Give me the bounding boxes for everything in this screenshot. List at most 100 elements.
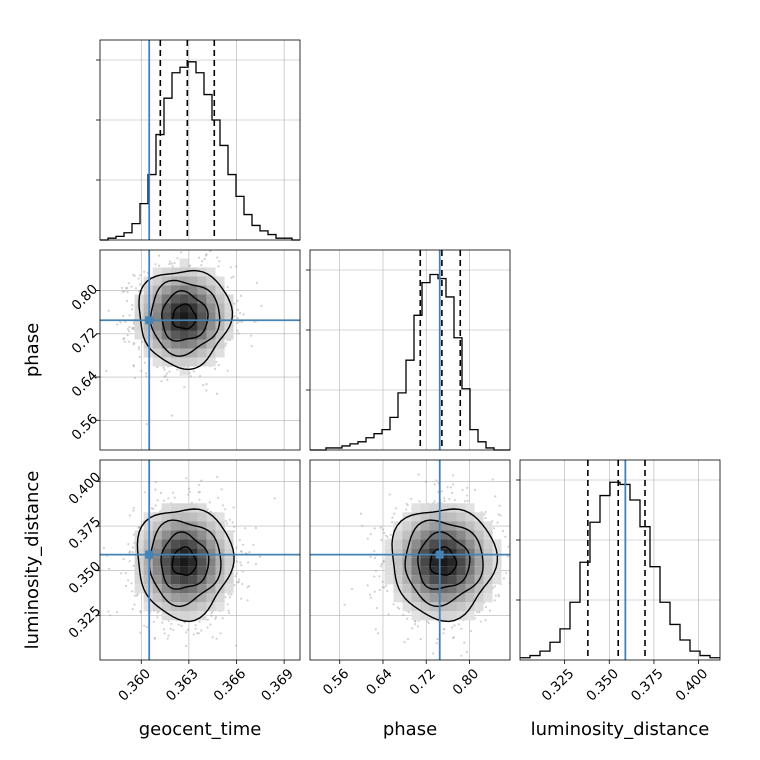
sample-point	[236, 299, 239, 302]
sample-point	[162, 628, 165, 631]
sample-point	[130, 582, 133, 585]
density-cell	[384, 557, 394, 567]
density-cell	[483, 566, 493, 576]
density-cell	[420, 584, 430, 594]
sample-point	[133, 342, 136, 345]
density-cell	[170, 348, 180, 358]
sample-point	[250, 334, 253, 337]
density-cell	[438, 611, 448, 621]
density-cell	[179, 557, 189, 567]
sample-point	[194, 627, 197, 630]
sample-point	[380, 563, 383, 566]
density-cell	[161, 294, 171, 304]
density-cell	[197, 512, 207, 522]
sample-point	[452, 474, 455, 477]
density-cell	[161, 557, 171, 567]
density-cell	[215, 539, 225, 549]
density-cell	[456, 512, 466, 522]
density-cell	[215, 303, 225, 313]
sample-point	[240, 550, 243, 553]
sample-point	[126, 328, 129, 331]
sample-point	[145, 625, 148, 629]
x-tick-label: 0.72	[406, 666, 439, 699]
density-cell	[179, 575, 189, 585]
sample-point	[139, 610, 143, 613]
density-cell	[197, 294, 207, 304]
density-cell	[179, 539, 189, 549]
sample-point	[443, 500, 446, 503]
sample-point	[258, 555, 261, 558]
sample-point	[466, 499, 469, 502]
density-cell	[420, 566, 430, 576]
density-cell	[402, 566, 412, 576]
sample-point	[188, 372, 191, 375]
sample-point	[217, 363, 220, 367]
density-cell	[188, 285, 198, 295]
sample-point	[226, 369, 229, 372]
density-cell	[206, 321, 216, 331]
density-cell	[420, 512, 430, 522]
density-cell	[206, 548, 216, 558]
density-cell	[215, 321, 225, 331]
density-cell	[152, 312, 162, 322]
density-cell	[420, 602, 430, 612]
sample-point	[234, 575, 237, 578]
density-cell	[474, 512, 484, 522]
density-cell	[420, 503, 430, 513]
density-cell	[170, 267, 180, 277]
density-cell	[206, 285, 216, 295]
density-cell	[152, 330, 162, 340]
sample-point	[172, 628, 175, 632]
contour-level-0	[172, 303, 197, 330]
density-cell	[143, 294, 153, 304]
sample-point	[131, 551, 134, 554]
density-cell	[152, 512, 162, 522]
density-cell	[393, 557, 403, 567]
sample-point	[122, 338, 125, 341]
density-cell	[161, 584, 171, 594]
sample-point	[484, 619, 487, 622]
sample-point	[134, 287, 137, 290]
density-cell	[179, 348, 189, 358]
sample-point	[378, 575, 381, 578]
x-tick-label: 0.400	[673, 666, 712, 705]
density-cell	[447, 611, 457, 621]
sample-point	[461, 488, 464, 492]
sample-point	[231, 521, 234, 524]
density-cell	[215, 512, 225, 522]
sample-point	[139, 610, 142, 613]
sample-point	[427, 622, 430, 625]
sample-point	[131, 546, 135, 549]
sample-point	[406, 637, 410, 641]
density-cell	[134, 330, 144, 340]
density-cell	[179, 521, 189, 531]
sample-point	[411, 627, 414, 630]
density-cell	[170, 357, 180, 367]
density-cell	[161, 339, 171, 349]
sample-point	[381, 586, 384, 589]
density-cell	[152, 294, 162, 304]
sample-point	[163, 632, 166, 635]
density-cell	[197, 312, 207, 322]
density-cell	[402, 530, 412, 540]
density-cell	[197, 548, 207, 558]
sample-point	[154, 488, 157, 491]
sample-point	[369, 555, 372, 559]
sample-point	[507, 545, 510, 548]
density-cell	[170, 557, 180, 567]
sample-point	[494, 594, 497, 597]
density-cell	[215, 294, 225, 304]
sample-point	[197, 632, 200, 635]
sample-point	[440, 490, 443, 493]
density-cell	[188, 611, 198, 621]
density-cell	[197, 539, 207, 549]
sample-point	[497, 513, 500, 516]
density-cell	[474, 602, 484, 612]
sample-point	[132, 364, 135, 367]
sample-point	[153, 637, 157, 640]
sample-point	[200, 264, 203, 267]
sample-point	[238, 312, 242, 315]
density-cell	[179, 285, 189, 295]
density-cell	[206, 357, 216, 367]
